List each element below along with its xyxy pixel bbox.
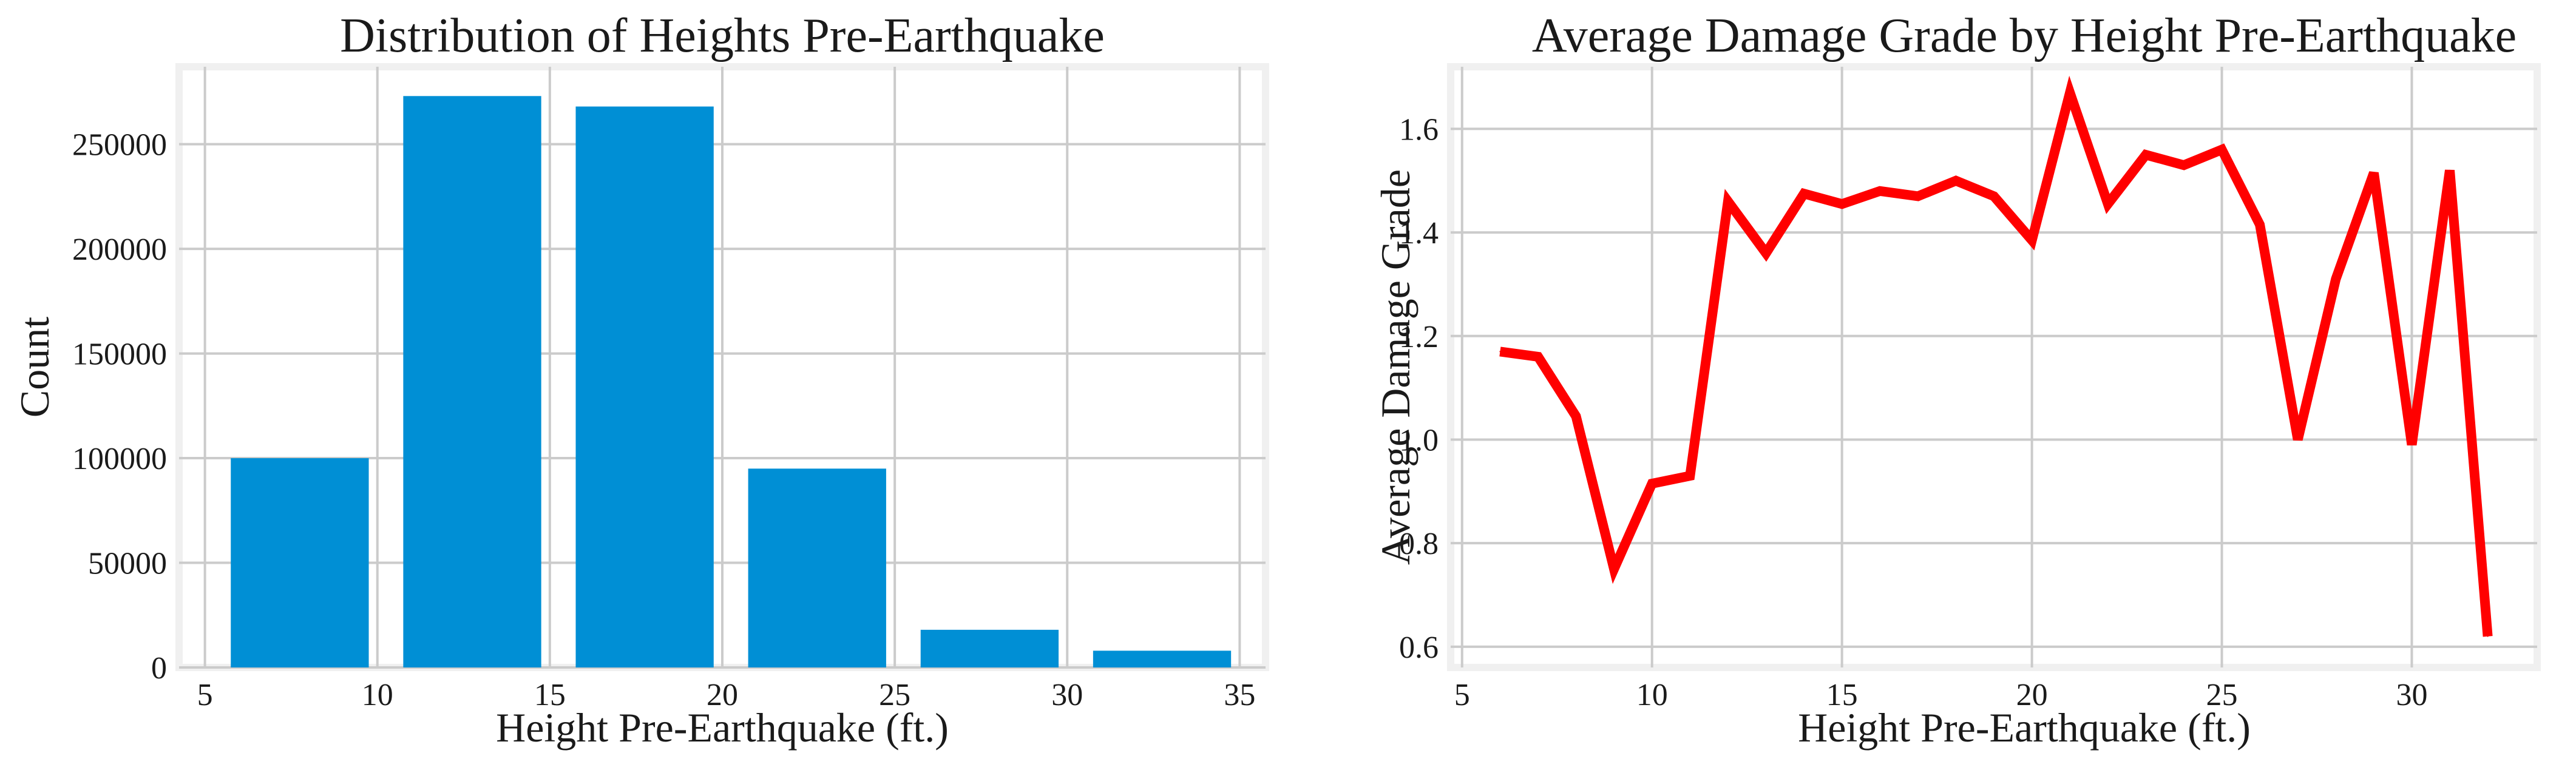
histogram-x-tick-label: 35 (1224, 678, 1255, 712)
line-panel: 5 10 15 20 25 30 0.6 0.8 1.0 1.2 1.4 1.6 Average D… (1372, 9, 2541, 751)
histogram-bar (575, 106, 714, 668)
damage-grade-point (2373, 172, 2374, 174)
line-x-tick-label: 25 (2206, 678, 2238, 712)
line-x-tick-label: 30 (2396, 678, 2427, 712)
histogram-y-tick-label: 0 (151, 651, 167, 686)
histogram-title: Distribution of Heights Pre-Earthquake (340, 9, 1105, 62)
line-x-tick-label: 10 (1636, 678, 1668, 712)
histogram-x-tick-label: 20 (707, 678, 738, 712)
histogram-panel: 5 10 15 20 25 30 35 0 50000 100000 150000 200000 25… (12, 9, 1269, 751)
damage-grade-point (2411, 444, 2413, 446)
damage-grade-point (1499, 351, 1501, 353)
line-y-tick-label: 1.6 (1399, 112, 1439, 147)
histogram-bar (748, 468, 886, 667)
line-y-ticks: 0.6 0.8 1.0 1.2 1.4 1.6 (1399, 112, 1439, 664)
line-y-tick-label: 0.6 (1399, 630, 1439, 665)
damage-grade-point (2259, 224, 2261, 226)
line-x-tick-label: 15 (1826, 678, 1858, 712)
histogram-y-axis-label: Count (12, 317, 58, 417)
histogram-bar (920, 629, 1059, 667)
histogram-x-tick-label: 5 (197, 678, 213, 712)
histogram-bar (403, 96, 541, 668)
damage-grade-point (1689, 475, 1691, 477)
histogram-y-ticks: 0 50000 100000 150000 200000 250000 (72, 128, 167, 686)
histogram-y-tick-label: 50000 (88, 547, 167, 581)
histogram-x-tick-label: 25 (879, 678, 910, 712)
damage-grade-point (2297, 439, 2299, 441)
histogram-y-tick-label: 100000 (72, 442, 167, 476)
line-x-tick-label: 20 (2016, 678, 2048, 712)
histogram-y-tick-label: 250000 (72, 128, 167, 163)
line-y-tick-label: 1.0 (1399, 423, 1439, 458)
damage-grade-point (1803, 193, 1805, 195)
damage-grade-point (2069, 92, 2071, 93)
histogram-bar (1093, 650, 1232, 667)
line-x-tick-label: 5 (1454, 678, 1470, 712)
line-title: Average Damage Grade by Height Pre-Earth… (1532, 9, 2517, 62)
damage-grade-point (2031, 239, 2033, 241)
line-y-tick-label: 1.4 (1399, 216, 1439, 251)
line-x-ticks: 5 10 15 20 25 30 (1454, 678, 2428, 712)
damage-grade-point (1993, 195, 1995, 197)
line-y-tick-label: 0.8 (1399, 527, 1439, 561)
line-y-axis-label: Average Damage Grade (1372, 169, 1418, 565)
histogram-y-tick-label: 200000 (72, 232, 167, 267)
histogram-x-tick-label: 10 (362, 678, 393, 712)
line-grid (1451, 67, 2537, 667)
line-plot-area (1447, 63, 2541, 671)
line-y-tick-label: 1.2 (1399, 320, 1439, 354)
damage-grade-point (2487, 635, 2489, 637)
damage-grade-point (2145, 154, 2147, 156)
damage-grade-point (2449, 169, 2451, 171)
line-series (1499, 75, 2493, 637)
damage-grade-point (2335, 278, 2337, 280)
damage-grade-point (1841, 203, 1843, 205)
line-x-axis-label: Height Pre-Earthquake (ft.) (1798, 704, 2251, 751)
damage-grade-point (2107, 203, 2109, 205)
histogram-x-axis-label: Height Pre-Earthquake (ft.) (496, 704, 949, 751)
damage-grade-point (1651, 483, 1653, 485)
histogram-x-tick-label: 15 (534, 678, 566, 712)
histogram-x-ticks: 5 10 15 20 25 30 35 (197, 678, 1256, 712)
histogram-y-tick-label: 150000 (72, 337, 167, 372)
damage-grade-point (1575, 416, 1577, 417)
damage-grade-point (1727, 200, 1729, 202)
damage-grade-point (2183, 164, 2185, 166)
histogram-x-tick-label: 30 (1051, 678, 1083, 712)
damage-grade-point (1613, 568, 1615, 570)
damage-grade-point (1537, 356, 1539, 357)
histogram-bars (231, 96, 1232, 668)
damage-grade-point (1765, 252, 1767, 254)
histogram-bar (231, 458, 369, 667)
damage-grade-point (2221, 149, 2223, 150)
damage-grade-point (1955, 180, 1957, 181)
damage-grade-point (1879, 190, 1881, 192)
damage-grade-point (1917, 195, 1919, 197)
